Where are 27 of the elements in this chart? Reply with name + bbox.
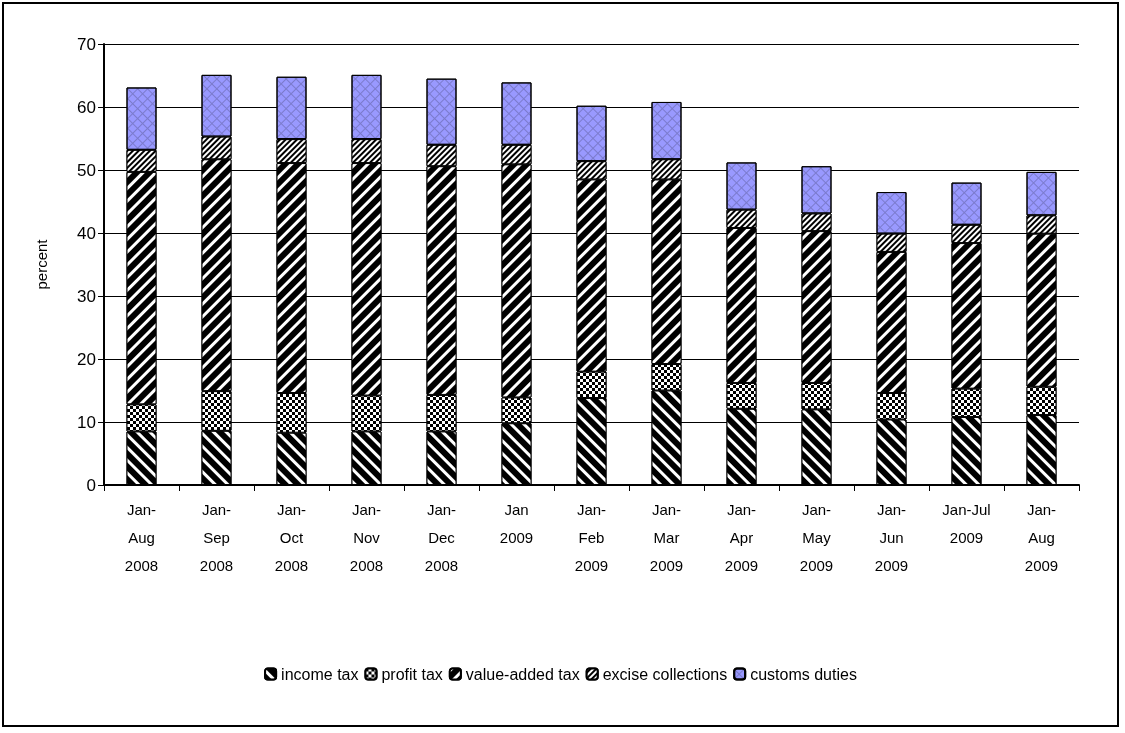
x-tick-label: Jan- Dec 2008 (424, 500, 459, 574)
x-tick-label: Jan- Aug 2008 (124, 500, 159, 574)
y-tick-label: 40 (77, 223, 96, 243)
x-tick-label: Jan-Jul 2009 (942, 500, 991, 546)
y-axis-title: percent (33, 238, 50, 290)
y-tick-label: 60 (77, 97, 96, 117)
legend-label: value-added tax (465, 665, 580, 683)
y-tick-label: 20 (77, 349, 96, 369)
y-tick-label: 30 (77, 286, 96, 306)
x-tick-label: Jan- Aug 2009 (1024, 500, 1059, 574)
y-tick-label: 50 (77, 160, 96, 180)
x-tick-label: Jan- May 2009 (799, 500, 834, 574)
legend-label: income tax (281, 665, 359, 683)
x-tick-label: Jan- Jun 2009 (874, 500, 909, 574)
x-tick-label: Jan- Feb 2009 (574, 500, 609, 574)
legend-label: profit tax (381, 665, 443, 683)
x-tick-label: Jan- Nov 2008 (349, 500, 384, 574)
x-tick-label: Jan- Mar 2009 (649, 500, 684, 574)
x-tick-label: Jan- Oct 2008 (274, 500, 309, 574)
x-tick-label: Jan 2009 (499, 500, 534, 546)
legend-label: excise collections (602, 665, 728, 683)
y-tick-label: 10 (77, 412, 96, 432)
x-tick-label: Jan- Apr 2009 (724, 500, 759, 574)
x-tick-label: Jan- Sep 2008 (199, 500, 234, 574)
y-tick-label: 0 (86, 475, 96, 495)
y-tick-label: 70 (77, 34, 96, 54)
legend-label: customs duties (750, 665, 857, 683)
